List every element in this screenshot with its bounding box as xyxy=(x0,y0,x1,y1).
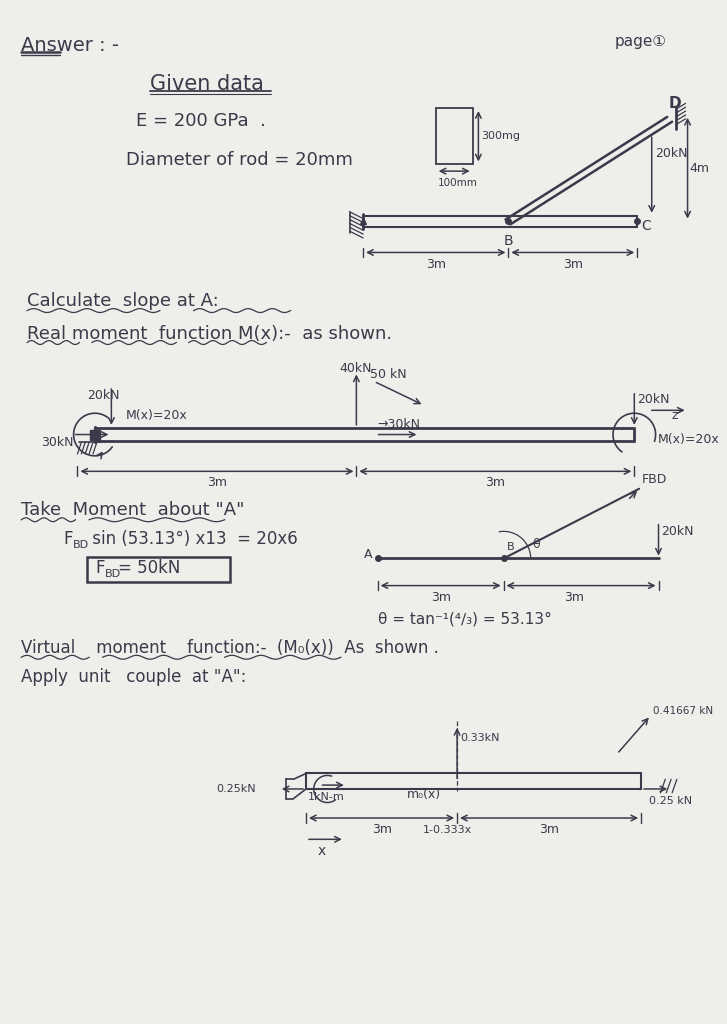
Text: 3m: 3m xyxy=(539,823,559,837)
Text: 3m: 3m xyxy=(563,591,584,604)
Text: x: x xyxy=(318,844,326,858)
Text: A: A xyxy=(364,548,373,561)
Text: 3m: 3m xyxy=(207,476,228,489)
Text: 100mm: 100mm xyxy=(438,178,478,187)
Text: 30kN: 30kN xyxy=(41,436,73,449)
Text: 20kN: 20kN xyxy=(87,389,120,402)
Text: 1kN-m: 1kN-m xyxy=(308,792,345,802)
Text: 3m: 3m xyxy=(372,823,392,837)
Text: 0.41667 kN: 0.41667 kN xyxy=(653,707,713,717)
Text: = 50kN: = 50kN xyxy=(119,559,180,578)
Text: Diameter of rod = 20mm: Diameter of rod = 20mm xyxy=(126,151,353,169)
Text: 3m: 3m xyxy=(426,258,446,270)
Text: E = 200 GPa  .: E = 200 GPa . xyxy=(135,112,265,130)
Text: 40kN: 40kN xyxy=(339,362,371,375)
Text: M(x)=20x: M(x)=20x xyxy=(126,409,188,422)
Text: page①: page① xyxy=(615,34,667,49)
Bar xyxy=(306,773,641,788)
Text: Calculate  slope at A:: Calculate slope at A: xyxy=(27,292,219,310)
Text: θ = tan⁻¹(⁴∕₃) = 53.13°: θ = tan⁻¹(⁴∕₃) = 53.13° xyxy=(377,611,552,626)
Text: M(x)=20x: M(x)=20x xyxy=(657,433,719,445)
Text: Virtual    moment    function:-  (M₀(x))  As  shown .: Virtual moment function:- (M₀(x)) As sho… xyxy=(21,639,439,656)
Text: Apply  unit   couple  at "A":: Apply unit couple at "A": xyxy=(21,668,246,686)
Text: C: C xyxy=(641,219,651,233)
Text: 1-0.333x: 1-0.333x xyxy=(423,824,473,835)
Text: Given data: Given data xyxy=(150,74,264,94)
Text: BD: BD xyxy=(73,540,89,550)
Text: 3m: 3m xyxy=(485,476,505,489)
Text: D: D xyxy=(668,96,680,111)
Text: BD: BD xyxy=(105,569,121,579)
Text: 50 kN: 50 kN xyxy=(370,368,406,381)
Text: Answer : -: Answer : - xyxy=(21,36,119,54)
Text: 0.25 kN: 0.25 kN xyxy=(648,796,692,806)
Text: 0.25kN: 0.25kN xyxy=(216,784,256,794)
Text: Real moment  function M(x):-  as shown.: Real moment function M(x):- as shown. xyxy=(27,325,393,343)
Text: 300mg: 300mg xyxy=(481,131,521,141)
Text: Take  Moment  about "A": Take Moment about "A" xyxy=(21,501,245,519)
Text: 3m: 3m xyxy=(431,591,451,604)
Text: 20kN: 20kN xyxy=(662,525,694,538)
Text: m₀(x): m₀(x) xyxy=(406,788,441,801)
Text: θ: θ xyxy=(533,539,540,552)
Text: FBD: FBD xyxy=(642,472,667,485)
Text: 20kN: 20kN xyxy=(654,147,687,160)
Text: F: F xyxy=(95,559,105,578)
Bar xyxy=(435,109,473,164)
Text: F: F xyxy=(63,530,73,548)
Text: sin (53.13°) x13  = 20x6: sin (53.13°) x13 = 20x6 xyxy=(87,530,298,548)
Text: B: B xyxy=(504,233,513,248)
Text: B: B xyxy=(507,542,514,552)
Text: z: z xyxy=(671,409,678,422)
Text: 20kN: 20kN xyxy=(637,393,670,407)
Text: 3m: 3m xyxy=(563,258,582,270)
Bar xyxy=(87,557,230,582)
Text: 4m: 4m xyxy=(689,162,710,175)
Text: 0.33kN: 0.33kN xyxy=(460,732,499,742)
Text: →30kN: →30kN xyxy=(377,419,421,431)
